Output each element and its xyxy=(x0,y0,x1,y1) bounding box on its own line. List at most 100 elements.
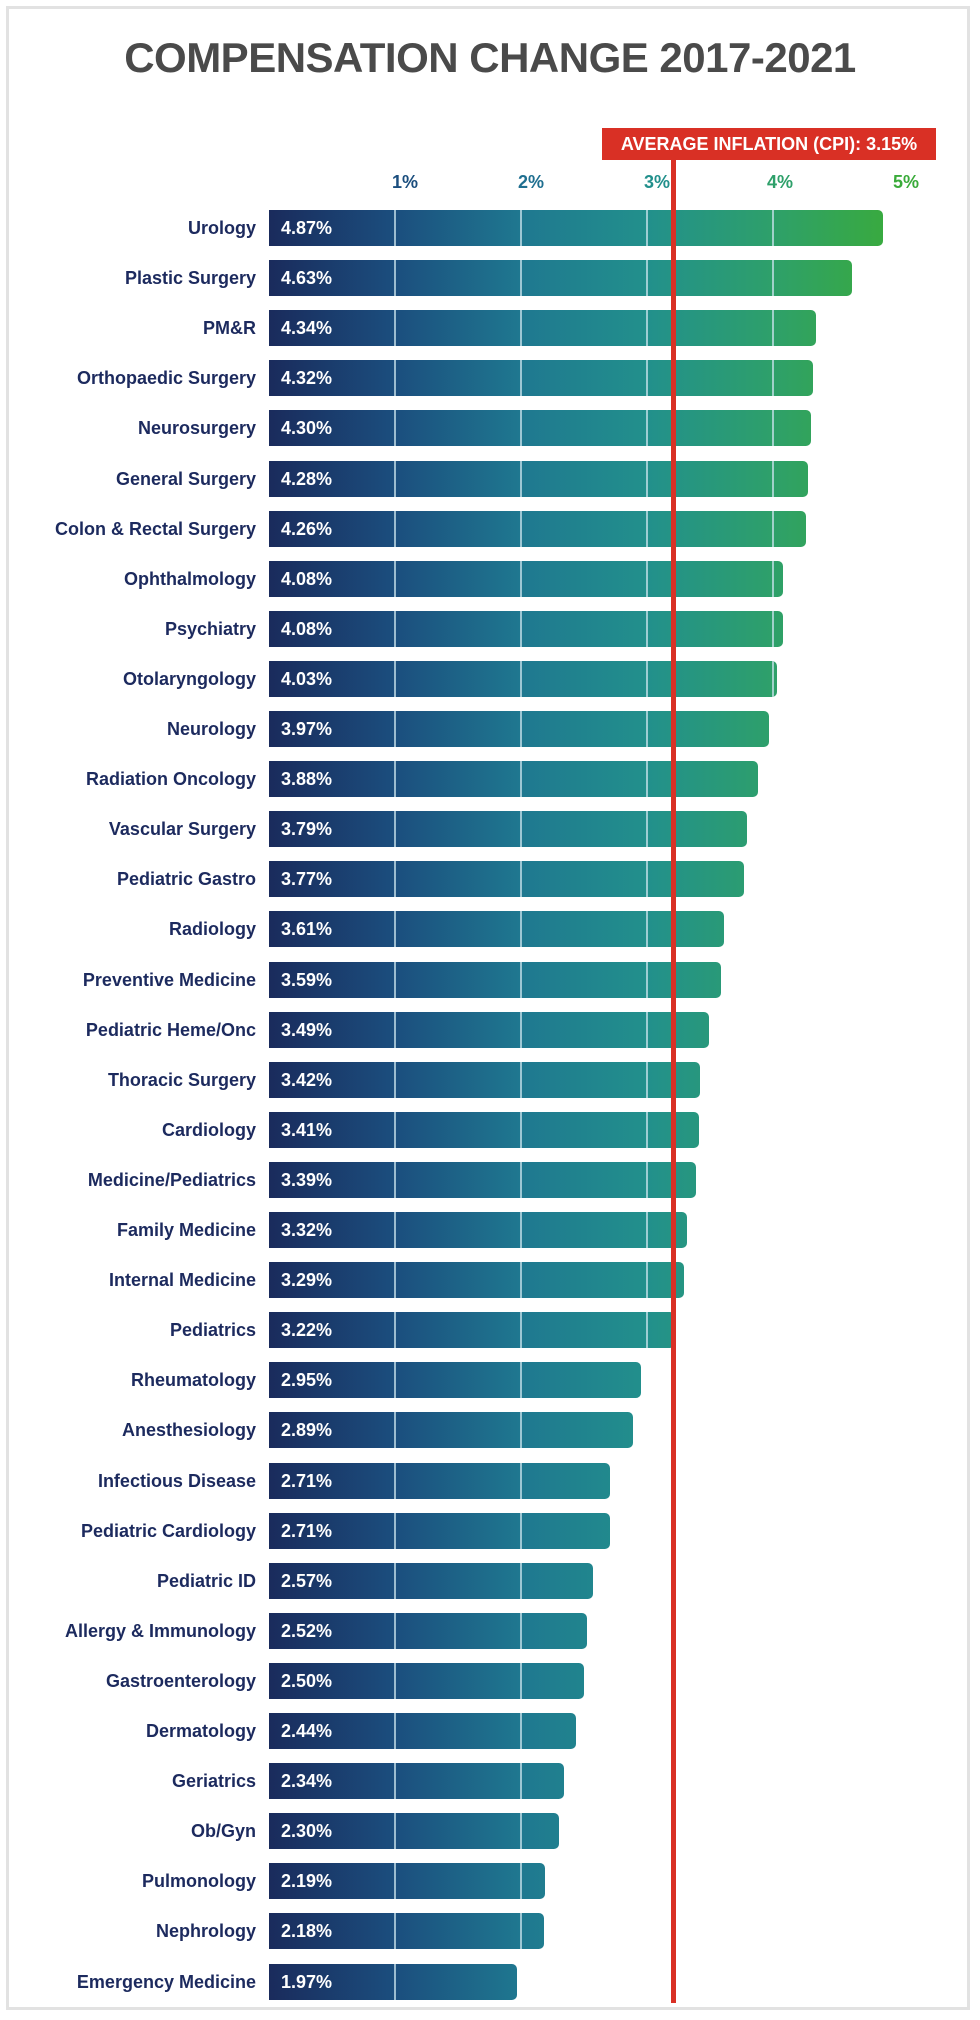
gridline xyxy=(520,1662,522,1699)
category-label: Nephrology xyxy=(155,1921,256,1942)
category-label: Preventive Medicine xyxy=(82,969,256,990)
value-label: 4.32% xyxy=(281,368,333,389)
gridline xyxy=(646,911,648,948)
cpi-reference-line xyxy=(670,160,676,2003)
gridline xyxy=(394,460,396,497)
category-label: Vascular Surgery xyxy=(108,819,256,840)
value-label: 1.97% xyxy=(281,1971,333,1992)
bar: 4.08% xyxy=(269,560,784,597)
gridline xyxy=(520,1462,522,1499)
bar-row: Pediatric Cardiology 2.71% xyxy=(0,1512,980,1549)
bar-row: Gastroenterology 2.50% xyxy=(0,1662,980,1699)
gridline xyxy=(646,310,648,347)
gridline xyxy=(394,1312,396,1349)
value-label: 3.29% xyxy=(281,1270,333,1291)
category-label: Anesthesiology xyxy=(121,1420,256,1441)
gridline xyxy=(646,1262,648,1299)
gridline xyxy=(394,560,396,597)
gridline xyxy=(646,1061,648,1098)
bar: 2.50% xyxy=(269,1662,584,1699)
gridline xyxy=(520,1763,522,1800)
chart-title: COMPENSATION CHANGE 2017-2021 xyxy=(124,34,856,81)
bar: 4.32% xyxy=(269,360,814,397)
value-label: 4.08% xyxy=(281,618,333,639)
gridline xyxy=(646,560,648,597)
gridline xyxy=(394,711,396,747)
gridline xyxy=(394,260,396,297)
gridline xyxy=(520,1562,522,1599)
x-tick-label: 4% xyxy=(766,172,794,192)
gridline xyxy=(394,1212,396,1248)
category-label: Pediatric Gastro xyxy=(116,869,256,890)
gridline xyxy=(394,660,396,697)
category-label: Gastroenterology xyxy=(105,1670,256,1691)
gridline xyxy=(394,1111,396,1148)
bar-row: Urology 4.87% xyxy=(0,210,980,246)
x-tick-label: 5% xyxy=(892,172,920,192)
gridline xyxy=(646,1212,648,1248)
gridline xyxy=(394,1963,396,2000)
value-label: 3.39% xyxy=(281,1169,333,1190)
gridline xyxy=(520,360,522,397)
category-label: Pulmonology xyxy=(142,1871,256,1892)
bar: 3.79% xyxy=(269,811,747,848)
gridline xyxy=(394,360,396,397)
gridline xyxy=(520,1813,522,1850)
gridline xyxy=(520,1713,522,1749)
gridline xyxy=(772,460,774,497)
value-label: 3.97% xyxy=(281,719,333,739)
category-label: Otolaryngology xyxy=(122,668,256,689)
bar-row: Preventive Medicine 3.59% xyxy=(0,961,980,998)
category-label: Psychiatry xyxy=(164,618,256,639)
category-label: Pediatric Cardiology xyxy=(80,1520,256,1541)
gridline xyxy=(646,260,648,297)
gridline xyxy=(772,610,774,647)
gridline xyxy=(772,260,774,297)
category-label: Colon & Rectal Surgery xyxy=(54,518,256,539)
gridline xyxy=(772,210,774,246)
gridline xyxy=(646,410,648,447)
bar-row: Infectious Disease 2.71% xyxy=(0,1462,980,1499)
bar-row: Dermatology 2.44% xyxy=(0,1713,980,1749)
gridline xyxy=(394,861,396,898)
bar: 2.44% xyxy=(269,1713,577,1749)
gridline xyxy=(394,1412,396,1449)
bar-row: Nephrology 2.18% xyxy=(0,1913,980,1950)
bar: 4.63% xyxy=(269,260,853,297)
gridline xyxy=(394,1061,396,1098)
gridline xyxy=(394,1362,396,1399)
bar-row: Colon & Rectal Surgery 4.26% xyxy=(0,510,980,547)
gridline xyxy=(646,961,648,998)
gridline xyxy=(394,1763,396,1800)
gridline xyxy=(394,1011,396,1048)
value-label: 3.61% xyxy=(281,919,333,940)
gridline xyxy=(394,1863,396,1900)
bar-row: Ob/Gyn 2.30% xyxy=(0,1813,980,1850)
bar-row: Radiology 3.61% xyxy=(0,911,980,948)
gridline xyxy=(646,711,648,747)
category-label: Infectious Disease xyxy=(97,1470,256,1491)
gridline xyxy=(646,1111,648,1148)
bar: 3.22% xyxy=(269,1312,675,1349)
gridline xyxy=(394,1512,396,1549)
value-label: 3.88% xyxy=(281,769,333,790)
gridline xyxy=(520,610,522,647)
x-tick-label: 3% xyxy=(643,172,671,192)
category-label: Neurosurgery xyxy=(137,418,256,439)
category-label: Orthopaedic Surgery xyxy=(76,368,256,389)
category-label: Geriatrics xyxy=(171,1771,256,1792)
bar-row: Pediatrics 3.22% xyxy=(0,1312,980,1349)
category-label: Radiology xyxy=(168,919,256,940)
bar: 4.34% xyxy=(269,310,816,347)
value-label: 2.50% xyxy=(281,1670,333,1691)
category-label: Pediatric Heme/Onc xyxy=(85,1019,256,1040)
value-label: 2.18% xyxy=(281,1921,333,1942)
bar: 3.32% xyxy=(269,1212,688,1248)
gridline xyxy=(520,560,522,597)
gridline xyxy=(394,1813,396,1850)
gridline xyxy=(394,961,396,998)
category-label: Urology xyxy=(187,218,256,238)
gridline xyxy=(520,1612,522,1649)
gridline xyxy=(520,1412,522,1449)
value-label: 4.30% xyxy=(281,418,333,439)
